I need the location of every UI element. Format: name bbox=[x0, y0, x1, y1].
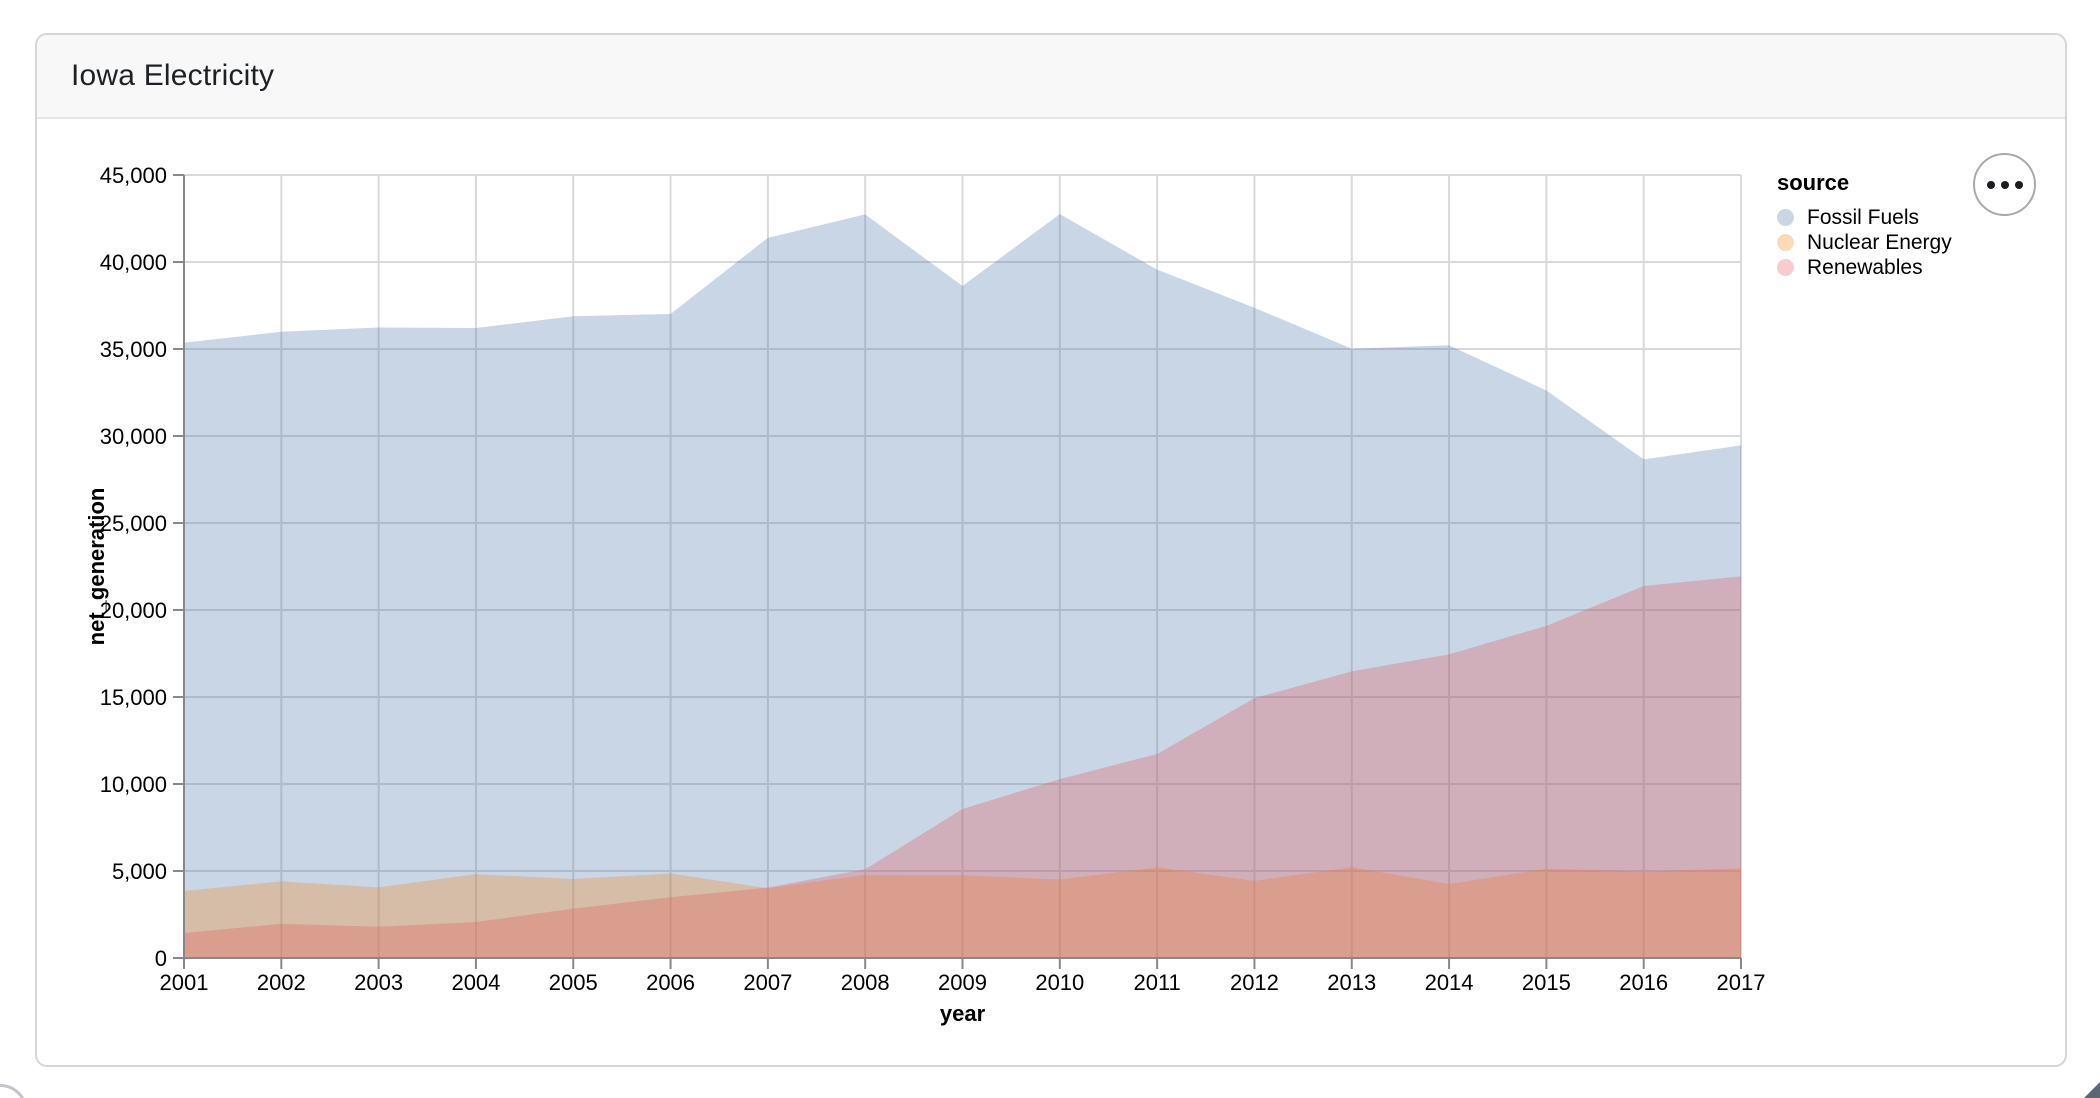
cursor-artifact bbox=[0, 1084, 28, 1098]
legend-label: Nuclear Energy bbox=[1807, 230, 1952, 254]
legend-swatch-icon bbox=[1777, 234, 1794, 251]
legend-item-nuclear-energy: Nuclear Energy bbox=[1777, 230, 1952, 255]
legend-item-fossil-fuels: Fossil Fuels bbox=[1777, 205, 1952, 230]
legend-label: Renewables bbox=[1807, 255, 1923, 279]
legend-label: Fossil Fuels bbox=[1807, 205, 1920, 229]
card-title: Iowa Electricity bbox=[71, 59, 275, 92]
resize-handle-icon[interactable] bbox=[2084, 1082, 2100, 1098]
chart-actions-button[interactable] bbox=[1973, 153, 2036, 216]
legend-swatch-icon bbox=[1777, 259, 1794, 276]
chart-card: Iowa Electricity bbox=[35, 33, 2067, 1067]
legend: source Fossil Fuels Nuclear Energy Renewab… bbox=[1777, 170, 1952, 280]
legend-items: Fossil Fuels Nuclear Energy Renewables bbox=[1777, 205, 1952, 280]
ellipsis-icon bbox=[1986, 180, 1995, 189]
legend-title: source bbox=[1777, 170, 1850, 195]
ellipsis-icon bbox=[2000, 180, 2009, 189]
card-header: Iowa Electricity bbox=[37, 35, 2065, 119]
legend-item-renewables: Renewables bbox=[1777, 255, 1952, 280]
ellipsis-icon bbox=[2014, 180, 2023, 189]
legend-swatch-icon bbox=[1777, 209, 1794, 226]
